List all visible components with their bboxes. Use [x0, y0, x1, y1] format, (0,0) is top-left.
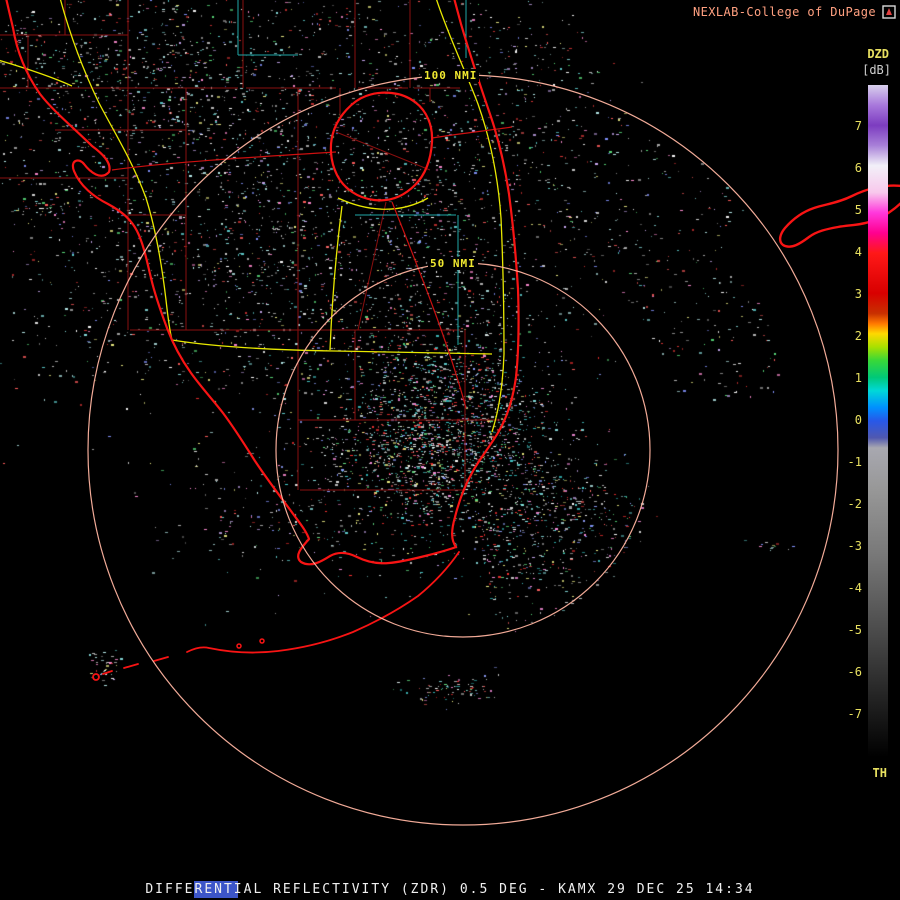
islet [259, 638, 265, 644]
colorbar-tick: 7 [854, 119, 862, 133]
colorbar-tick: -2 [847, 497, 862, 511]
product-caption: DIFFERENTIAL REFLECTIVITY (ZDR) 0.5 DEG … [145, 882, 755, 897]
colorbar-tick: 6 [854, 161, 862, 175]
range-rings [87, 74, 839, 826]
colorbar-tick: -7 [847, 707, 862, 721]
lake-okeechobee [329, 91, 434, 202]
keys-dashes [102, 656, 169, 675]
key-west-islet [92, 673, 100, 681]
colorbar-units-label: [dB] [862, 63, 891, 77]
coast-west-south [5, 0, 458, 566]
islet [236, 643, 242, 649]
county-borders [0, 0, 500, 491]
canals [111, 126, 513, 409]
colorbar-tick: 2 [854, 329, 862, 343]
cod-logo-icon [882, 4, 896, 19]
colorbar-tick: -5 [847, 623, 862, 637]
colorbar-threshold-label: TH [872, 766, 887, 780]
coast-east [451, 0, 520, 549]
caption-selection-highlight [194, 881, 238, 898]
brand-header: NEXLAB-College of DuPage [693, 5, 876, 19]
range-ring-100nmi [87, 74, 839, 826]
florida-keys [186, 551, 460, 654]
highways [0, 0, 505, 433]
colorbar-tick: 4 [854, 245, 862, 259]
colorbar-tick: -6 [847, 665, 862, 679]
colorbar-tick: 1 [854, 371, 862, 385]
colorbar-tick: 3 [854, 287, 862, 301]
colorbar-tick: 0 [854, 413, 862, 427]
colorbar-gradient [868, 85, 888, 757]
colorbar-tick: -1 [847, 455, 862, 469]
range-ring-label-50: 50 NMI [428, 257, 478, 270]
coastline [5, 0, 900, 681]
colorbar-product-label: DZD [867, 47, 889, 61]
bahamas [778, 184, 900, 248]
colorbar-tick: 5 [854, 203, 862, 217]
secondary-borders [237, 0, 467, 345]
range-ring-label-100: 100 NMI [422, 69, 480, 82]
colorbar-tick: -3 [847, 539, 862, 553]
colorbar-tick: -4 [847, 581, 862, 595]
